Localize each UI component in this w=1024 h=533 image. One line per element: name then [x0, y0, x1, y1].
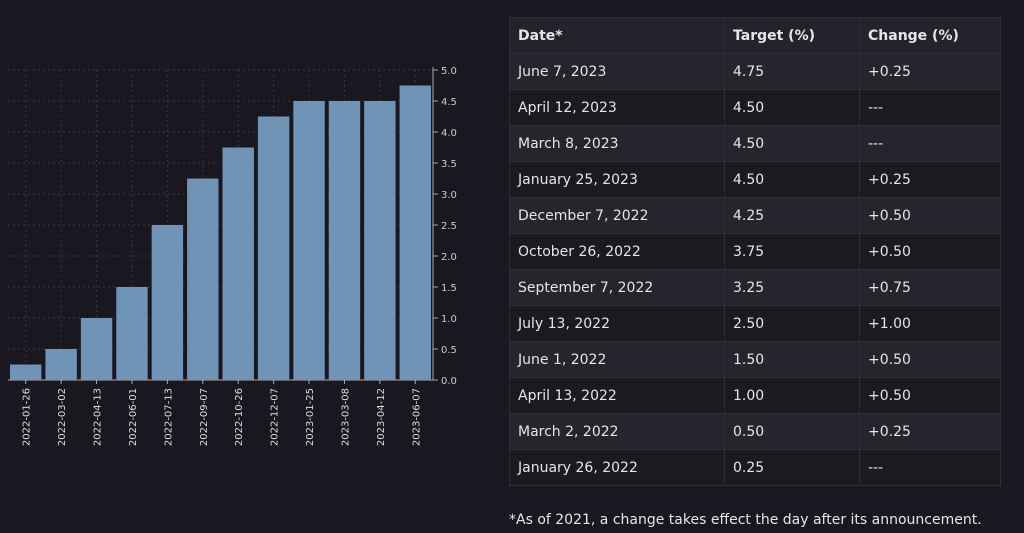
cell-change: +0.25 — [859, 53, 1001, 90]
x-tick-label: 2023-01-25 — [305, 388, 316, 446]
cell-target: 0.25 — [724, 449, 860, 486]
bar — [80, 318, 113, 380]
bar — [151, 225, 184, 380]
y-tick-label: 3.0 — [441, 190, 457, 201]
cell-target: 3.75 — [724, 233, 860, 270]
x-tick-label: 2022-10-26 — [234, 388, 245, 446]
cell-target: 4.50 — [724, 161, 860, 198]
x-tick-label: 2022-09-07 — [199, 388, 210, 446]
table-row: March 2, 2022 0.50 +0.25 — [509, 413, 1001, 450]
x-tick-label: 2022-06-01 — [128, 388, 139, 446]
cell-date: March 2, 2022 — [509, 413, 725, 450]
header-change: Change (%) — [859, 17, 1001, 54]
bar — [257, 116, 290, 380]
cell-change: +0.50 — [859, 341, 1001, 378]
cell-change: --- — [859, 125, 1001, 162]
cell-date: July 13, 2022 — [509, 305, 725, 342]
cell-target: 0.50 — [724, 413, 860, 450]
bar — [10, 364, 42, 380]
x-tick-label: 2023-06-07 — [411, 388, 422, 446]
cell-change: +0.75 — [859, 269, 1001, 306]
cell-date: April 13, 2022 — [509, 377, 725, 414]
cell-date: October 26, 2022 — [509, 233, 725, 270]
cell-target: 1.50 — [724, 341, 860, 378]
x-tick-label: 2022-03-02 — [57, 388, 68, 446]
bar — [399, 85, 431, 380]
cell-date: March 8, 2023 — [509, 125, 725, 162]
table-row: June 7, 2023 4.75 +0.25 — [509, 53, 1001, 90]
cell-target: 2.50 — [724, 305, 860, 342]
cell-date: September 7, 2022 — [509, 269, 725, 306]
y-tick-label: 0.5 — [441, 345, 457, 356]
table-row: January 25, 2023 4.50 +0.25 — [509, 161, 1001, 198]
rate-table: Date* Target (%) Change (%) June 7, 2023… — [509, 17, 1001, 486]
table-header: Date* Target (%) Change (%) — [509, 17, 1001, 54]
y-tick-label: 2.5 — [441, 221, 457, 232]
y-tick-label: 3.5 — [441, 159, 457, 170]
x-tick-label: 2023-03-08 — [340, 388, 351, 446]
x-tick-label: 2022-04-13 — [93, 388, 104, 446]
table-row: July 13, 2022 2.50 +1.00 — [509, 305, 1001, 342]
cell-target: 4.75 — [724, 53, 860, 90]
cell-change: +0.50 — [859, 197, 1001, 234]
y-tick-label: 2.0 — [441, 252, 457, 263]
y-tick-label: 5.0 — [441, 66, 457, 77]
bar — [293, 101, 325, 380]
cell-change: +0.25 — [859, 161, 1001, 198]
cell-change: +0.50 — [859, 233, 1001, 270]
cell-change: +0.25 — [859, 413, 1001, 450]
cell-change: --- — [859, 449, 1001, 486]
bar — [364, 101, 396, 380]
x-tick-label: 2022-07-13 — [163, 388, 174, 446]
header-target: Target (%) — [724, 17, 860, 54]
table-row: September 7, 2022 3.25 +0.75 — [509, 269, 1001, 306]
cell-date: April 12, 2023 — [509, 89, 725, 126]
x-tick-label: 2023-04-12 — [376, 388, 387, 446]
cell-date: January 25, 2023 — [509, 161, 725, 198]
cell-change: +1.00 — [859, 305, 1001, 342]
cell-target: 1.00 — [724, 377, 860, 414]
y-tick-label: 1.0 — [441, 314, 457, 325]
table-row: April 12, 2023 4.50 --- — [509, 89, 1001, 126]
x-tick-label: 2022-12-07 — [270, 388, 281, 446]
table-row: December 7, 2022 4.25 +0.50 — [509, 197, 1001, 234]
table-row: March 8, 2023 4.50 --- — [509, 125, 1001, 162]
x-tick-label: 2022-01-26 — [22, 388, 33, 446]
cell-date: June 1, 2022 — [509, 341, 725, 378]
cell-date: June 7, 2023 — [509, 53, 725, 90]
bar — [187, 178, 219, 380]
bar — [116, 287, 148, 380]
cell-target: 4.25 — [724, 197, 860, 234]
cell-target: 4.50 — [724, 89, 860, 126]
cell-date: December 7, 2022 — [509, 197, 725, 234]
cell-target: 4.50 — [724, 125, 860, 162]
header-date: Date* — [509, 17, 725, 54]
y-tick-label: 4.5 — [441, 97, 457, 108]
table-row: June 1, 2022 1.50 +0.50 — [509, 341, 1001, 378]
bar-chart: 0.0 0.5 1.0 1.5 2.0 2.5 3.0 3.5 4.0 4.5 5.0 2022-01… — [8, 66, 457, 446]
y-tick-label: 4.0 — [441, 128, 457, 139]
footnote: *As of 2021, a change takes effect the d… — [509, 512, 982, 528]
cell-change: --- — [859, 89, 1001, 126]
bar — [328, 101, 361, 380]
table-row: April 13, 2022 1.00 +0.50 — [509, 377, 1001, 414]
table-row: October 26, 2022 3.75 +0.50 — [509, 233, 1001, 270]
bar — [222, 147, 254, 380]
y-tick-label: 0.0 — [441, 376, 457, 387]
cell-date: January 26, 2022 — [509, 449, 725, 486]
cell-change: +0.50 — [859, 377, 1001, 414]
table-row: January 26, 2022 0.25 --- — [509, 449, 1001, 486]
cell-target: 3.25 — [724, 269, 860, 306]
bar — [45, 349, 77, 380]
y-tick-label: 1.5 — [441, 283, 457, 294]
